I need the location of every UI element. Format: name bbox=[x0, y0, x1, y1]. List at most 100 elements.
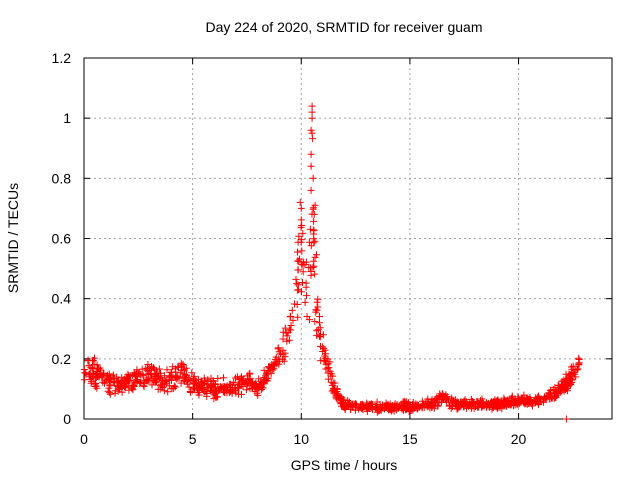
data-point bbox=[314, 295, 322, 303]
data-point bbox=[306, 225, 314, 233]
data-point bbox=[447, 404, 455, 412]
data-point bbox=[296, 198, 304, 206]
data-point bbox=[396, 402, 404, 410]
data-point bbox=[177, 369, 185, 377]
data-point bbox=[297, 223, 305, 231]
data-point bbox=[316, 319, 323, 327]
data-point bbox=[87, 375, 95, 383]
data-point bbox=[486, 399, 494, 407]
data-point bbox=[310, 226, 318, 234]
data-point bbox=[258, 384, 266, 392]
data-point bbox=[272, 353, 280, 361]
data-point bbox=[299, 229, 307, 237]
data-point bbox=[410, 404, 418, 412]
data-point bbox=[294, 266, 302, 274]
data-point bbox=[204, 376, 212, 384]
data-point bbox=[568, 378, 576, 386]
data-point bbox=[293, 280, 301, 288]
y-tick-label: 0.2 bbox=[52, 351, 72, 367]
data-point bbox=[228, 386, 236, 394]
data-point bbox=[110, 379, 118, 387]
data-point bbox=[454, 399, 462, 407]
data-point bbox=[449, 397, 457, 405]
data-point bbox=[303, 313, 311, 320]
data-point bbox=[324, 369, 332, 377]
data-point bbox=[220, 374, 227, 382]
data-point bbox=[152, 373, 159, 381]
data-point bbox=[478, 395, 486, 403]
data-point bbox=[418, 403, 426, 411]
data-point bbox=[111, 378, 118, 385]
y-ticks: 0 0.2 0.4 0.6 0.8 1 1.2 bbox=[52, 50, 612, 427]
data-point bbox=[289, 316, 297, 324]
data-point bbox=[128, 384, 136, 392]
y-tick-label: 1 bbox=[63, 110, 71, 126]
data-point bbox=[279, 335, 287, 343]
data-point bbox=[210, 395, 218, 403]
data-point bbox=[316, 313, 323, 320]
data-point bbox=[302, 279, 310, 287]
data-point bbox=[207, 374, 215, 382]
data-point bbox=[314, 326, 322, 334]
data-point bbox=[281, 324, 289, 332]
data-point bbox=[310, 210, 318, 218]
data-point bbox=[168, 372, 176, 380]
data-point bbox=[313, 332, 321, 340]
data-point bbox=[311, 237, 319, 245]
chart-title: Day 224 of 2020, SRMTID for receiver gua… bbox=[205, 19, 482, 35]
data-point bbox=[190, 372, 198, 380]
data-point bbox=[443, 398, 451, 406]
data-point bbox=[127, 372, 135, 380]
data-point bbox=[137, 378, 145, 386]
data-point bbox=[103, 375, 111, 383]
data-point bbox=[299, 268, 307, 276]
data-point bbox=[412, 400, 420, 408]
data-point bbox=[307, 162, 315, 170]
data-point bbox=[217, 383, 225, 391]
data-point bbox=[436, 390, 444, 398]
data-point bbox=[332, 392, 340, 400]
data-point bbox=[449, 403, 456, 411]
data-point bbox=[338, 394, 346, 402]
data-point bbox=[279, 355, 287, 363]
data-point bbox=[156, 381, 164, 389]
data-point bbox=[140, 372, 148, 380]
data-point bbox=[384, 402, 392, 410]
data-point bbox=[275, 360, 283, 368]
data-point bbox=[288, 306, 296, 314]
data-point bbox=[544, 392, 552, 400]
x-tick-label: 5 bbox=[189, 431, 197, 447]
x-tick-label: 0 bbox=[80, 431, 88, 447]
data-point bbox=[309, 204, 317, 212]
data-point bbox=[307, 150, 315, 158]
data-point bbox=[298, 288, 305, 296]
data-point bbox=[149, 364, 157, 372]
data-point bbox=[568, 365, 576, 373]
data-point bbox=[148, 381, 156, 389]
data-point bbox=[260, 366, 268, 374]
data-point bbox=[309, 174, 317, 182]
data-point bbox=[386, 406, 394, 414]
data-point bbox=[199, 381, 207, 389]
data-point bbox=[320, 345, 328, 352]
data-point bbox=[311, 270, 319, 278]
data-point bbox=[310, 262, 318, 270]
data-point bbox=[106, 381, 114, 389]
data-point bbox=[250, 382, 258, 390]
y-tick-label: 0.6 bbox=[52, 231, 72, 247]
data-point bbox=[291, 300, 298, 308]
data-point bbox=[116, 385, 123, 393]
data-point bbox=[519, 398, 527, 406]
data-point bbox=[194, 389, 202, 397]
data-point bbox=[377, 403, 385, 411]
data-point bbox=[198, 384, 206, 392]
data-point bbox=[308, 102, 316, 110]
data-point bbox=[301, 298, 309, 306]
data-point bbox=[214, 375, 222, 382]
data-point bbox=[122, 373, 130, 381]
data-point bbox=[243, 380, 251, 388]
data-point bbox=[187, 389, 195, 396]
data-point bbox=[473, 397, 481, 405]
data-point bbox=[183, 377, 191, 385]
